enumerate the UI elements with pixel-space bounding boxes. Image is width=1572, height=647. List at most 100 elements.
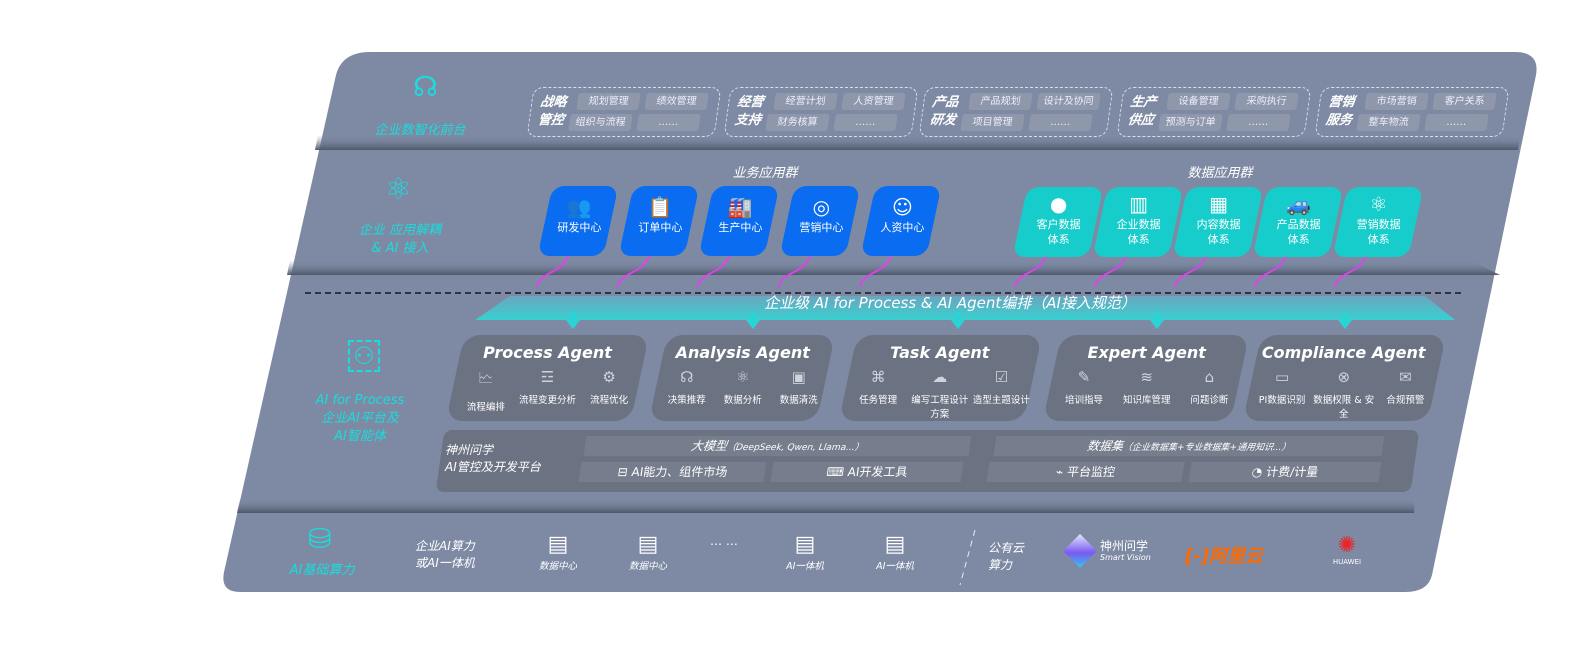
capability-label: 流程优化 bbox=[590, 395, 629, 406]
agent-title: Compliance Agent bbox=[1261, 343, 1426, 362]
card-label: 研发中心 bbox=[557, 221, 602, 234]
capability-icon: ≋ bbox=[1140, 368, 1154, 386]
agent-capability: ⌂ 问题诊断 bbox=[1178, 368, 1240, 406]
capability-chip[interactable]: 人资管理 bbox=[841, 93, 906, 110]
agent-card[interactable]: Analysis Agent ☊ 决策推荐 ⚛ 数据分析 ▣ 数据清洗 bbox=[648, 335, 836, 421]
smartvision-logo: 神州问学 Smart Vision bbox=[1100, 540, 1151, 564]
card-label: 营销中心 bbox=[799, 221, 844, 234]
capability-icon: ⊗ bbox=[1337, 368, 1351, 386]
capability-group: 经营支持 经营计划 人资管理 财务核算…… bbox=[723, 87, 919, 137]
capability-icon: ☊ bbox=[680, 368, 694, 386]
group-title: 产品研发 bbox=[928, 95, 960, 128]
down-arrow-icon bbox=[1338, 312, 1352, 329]
layer2-label: 企业 应用解耦 & AI 接入 bbox=[340, 222, 460, 258]
server-icon: ▤ bbox=[794, 532, 816, 557]
capability-label: 编写工程设计方案 bbox=[911, 395, 969, 420]
atom-icon: ⚛ bbox=[1369, 192, 1388, 216]
ai-devtools-row[interactable]: ⌨ AI开发工具 bbox=[770, 462, 964, 482]
capability-chip[interactable]: …… bbox=[833, 114, 898, 131]
ai-market-row[interactable]: ⊟ AI能力、组件市场 bbox=[578, 462, 767, 482]
capability-label: PI数据识别 bbox=[1258, 395, 1306, 406]
smartvision-cn: 神州问学 bbox=[1100, 539, 1149, 553]
capability-chip[interactable]: 预测与订单 bbox=[1158, 114, 1223, 131]
capability-chip[interactable]: 项目管理 bbox=[960, 114, 1025, 131]
capability-icon: ✎ bbox=[1077, 368, 1091, 386]
capability-chip[interactable]: 财务核算 bbox=[765, 114, 830, 131]
building-icon: ▥ bbox=[1129, 192, 1149, 216]
agent-capability: ▣ 数据清洗 bbox=[771, 368, 826, 406]
down-arrow-icon bbox=[1150, 312, 1164, 329]
data-app-card[interactable]: ⚛ 营销数据 体系 bbox=[1332, 187, 1424, 257]
capability-label: 流程变更分析 bbox=[518, 395, 576, 406]
data-app-card[interactable]: 🚙 产品数据 体系 bbox=[1252, 187, 1344, 257]
capability-label: 知识库管理 bbox=[1122, 395, 1171, 406]
person-icon: ☺ bbox=[891, 195, 913, 219]
llm-note: （DeepSeek, Qwen, Llama...） bbox=[726, 443, 865, 453]
agent-card[interactable]: Task Agent ⌘ 任务管理 ☁ 编写工程设计方案 ☑ 造型主题设计 bbox=[838, 335, 1043, 421]
card-label-line2: 体系 bbox=[1047, 233, 1070, 246]
capability-chip[interactable]: 组织与流程 bbox=[568, 114, 633, 131]
agent-title: Process Agent bbox=[483, 343, 612, 362]
layer2-label-line1: 企业 应用解耦 bbox=[358, 223, 442, 238]
data-app-card[interactable]: ▦ 内容数据 体系 bbox=[1172, 187, 1264, 257]
capability-chip[interactable]: …… bbox=[1226, 114, 1291, 131]
capability-chip[interactable]: 整车物流 bbox=[1356, 114, 1421, 131]
capability-chip[interactable]: 经营计划 bbox=[773, 93, 838, 110]
data-app-card[interactable]: ● 客户数据 体系 bbox=[1012, 187, 1104, 257]
public-cloud-line2: 算力 bbox=[988, 558, 1013, 572]
capability-chip[interactable]: 采购执行 bbox=[1234, 93, 1299, 110]
layer1-label: 企业数智化前台 bbox=[374, 123, 466, 138]
capability-icon: ⚛ bbox=[736, 368, 750, 386]
capability-label: 合规预警 bbox=[1386, 395, 1425, 406]
monitor-label: 平台监控 bbox=[1066, 465, 1117, 479]
orchestration-banner-label: 企业级 AI for Process & AI Agent编排（AI接入规范） bbox=[764, 294, 1136, 312]
agent-card[interactable]: Compliance Agent ▭ PI数据识别 ⊗ 数据权限 & 安全 ✉ 合规预警 bbox=[1242, 335, 1447, 421]
capability-chip[interactable]: …… bbox=[1424, 114, 1489, 131]
huawei-petals-icon: ✺ bbox=[1337, 533, 1357, 558]
capability-chip[interactable]: 设备管理 bbox=[1166, 93, 1231, 110]
capability-icon: ⌘ bbox=[870, 368, 886, 386]
molecule-icon: ⚛ bbox=[385, 172, 412, 207]
brain-icon: ☊ bbox=[413, 70, 438, 103]
integration-arrow bbox=[859, 249, 893, 288]
capability-icon: ▭ bbox=[1274, 368, 1290, 386]
card-label: 人资中心 bbox=[880, 221, 925, 234]
capability-chip[interactable]: 规划管理 bbox=[576, 93, 641, 110]
capability-chip[interactable]: 绩效管理 bbox=[644, 93, 709, 110]
capability-chip[interactable]: …… bbox=[1028, 114, 1093, 131]
card-label-line1: 企业数据 bbox=[1116, 218, 1161, 231]
card-label-line1: 产品数据 bbox=[1276, 218, 1321, 231]
data-app-card[interactable]: ▥ 企业数据 体系 bbox=[1092, 187, 1184, 257]
private-compute-line1: 企业AI算力 bbox=[415, 539, 475, 553]
agent-title: Task Agent bbox=[890, 343, 990, 362]
layer3-label-line2: 企业AI平台及 bbox=[321, 411, 399, 426]
server-label: AI一体机 bbox=[876, 561, 914, 572]
billing-row[interactable]: ◔ 计费/计量 bbox=[1188, 462, 1382, 482]
card-label-line2: 体系 bbox=[1367, 233, 1390, 246]
agent-capability: ☑ 造型主题设计 bbox=[971, 368, 1032, 420]
agent-card[interactable]: Process Agent 🗠 流程编排 ☲ 流程变更分析 ⚙ 流程优化 bbox=[445, 335, 650, 421]
agent-capability: ⚛ 数据分析 bbox=[715, 368, 770, 406]
servers-ellipsis: … … bbox=[710, 534, 738, 548]
capability-chip[interactable]: 客户关系 bbox=[1432, 93, 1497, 110]
capability-icon: ⌂ bbox=[1204, 368, 1215, 386]
capability-chip[interactable]: …… bbox=[636, 114, 701, 131]
capability-chip[interactable]: 产品规划 bbox=[968, 93, 1033, 110]
monitor-row[interactable]: ⌁ 平台监控 bbox=[986, 462, 1185, 482]
integration-arrow bbox=[617, 249, 651, 288]
down-arrow-icon bbox=[951, 312, 965, 329]
capability-chip[interactable]: 设计及协同 bbox=[1036, 93, 1101, 110]
users-icon: 👥 bbox=[566, 195, 592, 219]
ai-market-label: AI能力、组件市场 bbox=[630, 465, 729, 479]
capability-group: 生产供应 设备管理 采购执行 预测与订单…… bbox=[1116, 87, 1312, 137]
business-apps-title: 业务应用群 bbox=[732, 166, 798, 181]
agent-card[interactable]: Expert Agent ✎ 培训指导 ≋ 知识库管理 ⌂ 问题诊断 bbox=[1042, 335, 1250, 421]
integration-arrow bbox=[778, 249, 812, 288]
capability-icon: 🗠 bbox=[478, 369, 494, 387]
agent-capability: ☊ 决策推荐 bbox=[659, 368, 714, 406]
card-label: 生产中心 bbox=[718, 221, 763, 234]
group-title: 营销服务 bbox=[1324, 95, 1356, 128]
capability-chip[interactable]: 市场营销 bbox=[1364, 93, 1429, 110]
agent-capability: ⚙ 流程优化 bbox=[579, 368, 640, 413]
agent-capability: ⊗ 数据权限 & 安全 bbox=[1313, 368, 1374, 420]
